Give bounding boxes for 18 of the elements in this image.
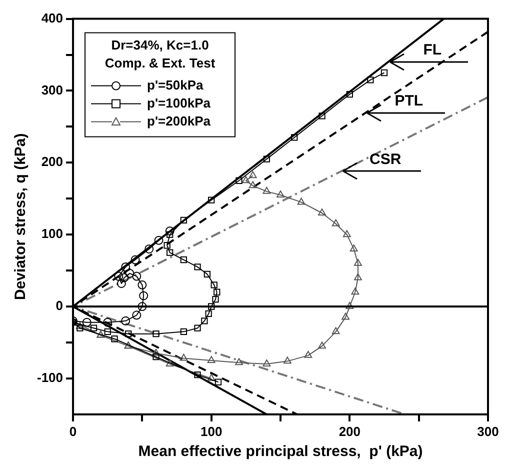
y-tick-label: 0 <box>56 298 64 314</box>
legend-label: p'=100kPa <box>147 95 212 110</box>
y-tick-label: -100 <box>36 370 64 386</box>
y-axis-title: Deviator stress, q (kPa) <box>12 133 30 300</box>
x-tick-label: 100 <box>200 424 222 439</box>
x-tick-label: 0 <box>69 424 77 439</box>
x-tick-label: 300 <box>477 424 499 439</box>
annotation: PTL <box>394 92 424 110</box>
x-tick-label: 200 <box>338 424 361 439</box>
y-tick-label: 200 <box>41 154 64 170</box>
annotation: CSR <box>370 150 402 168</box>
y-tick-label: 100 <box>41 226 64 242</box>
y-tick-label: 400 <box>41 10 64 26</box>
x-axis-title: Mean effective principal stress, p' (kPa) <box>138 443 423 460</box>
y-tick-label: 300 <box>41 82 64 98</box>
legend-label: p'=50kPa <box>147 77 204 92</box>
legend-label: p'=200kPa <box>147 113 212 128</box>
annotation: FL <box>423 42 442 59</box>
